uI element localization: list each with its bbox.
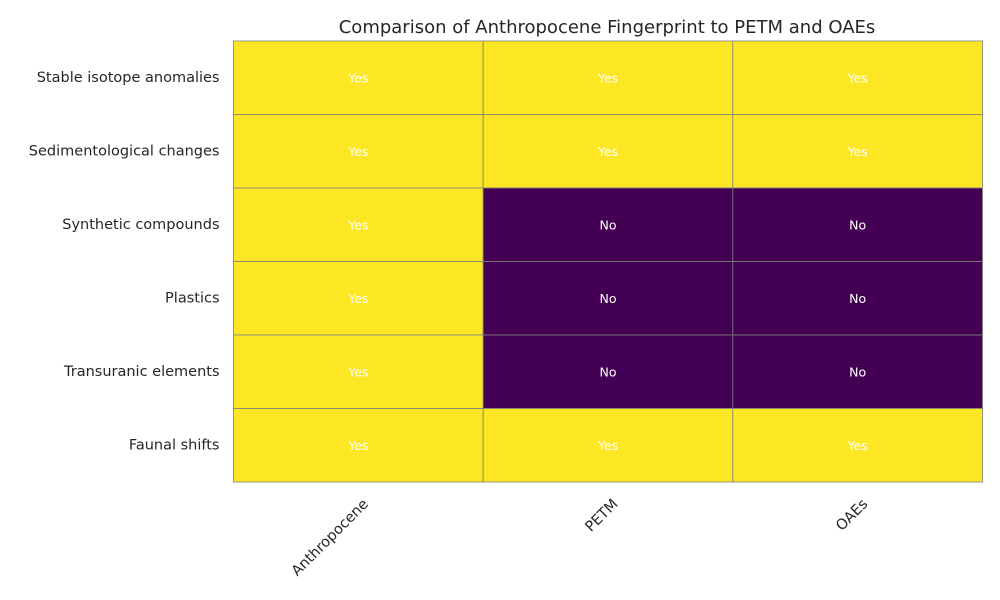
heatmap-cells xyxy=(233,40,983,483)
cell-annotation-4-2: No xyxy=(849,364,866,379)
row-label: Transuranic elements xyxy=(63,364,220,380)
y-tick-labels: Stable isotope anomalies Sedimentological… xyxy=(29,70,220,454)
cell-annotation-4-1: No xyxy=(600,364,617,379)
cell-annotation-0-2: Yes xyxy=(847,70,868,85)
heatmap-cell-3-2 xyxy=(732,261,983,336)
heatmap-cell-4-1 xyxy=(482,334,734,409)
cell-annotation-2-0: Yes xyxy=(347,217,368,232)
cell-annotation-1-2: Yes xyxy=(847,144,868,159)
column-label: PETM xyxy=(583,496,622,535)
cell-annotation-3-1: No xyxy=(600,291,617,306)
heatmap-cell-1-1 xyxy=(482,114,734,189)
cell-annotation-5-2: Yes xyxy=(847,438,868,453)
heatmap-cell-0-2 xyxy=(732,40,983,115)
heatmap-cell-5-2 xyxy=(732,408,983,483)
row-label: Sedimentological changes xyxy=(29,143,220,159)
cell-annotation-3-0: Yes xyxy=(347,291,368,306)
cell-annotation-2-2: No xyxy=(849,217,866,232)
chart-title: Comparison of Anthropocene Fingerprint t… xyxy=(339,17,876,38)
row-label: Plastics xyxy=(165,290,219,306)
cell-annotation-2-1: No xyxy=(600,217,617,232)
heatmap-cell-0-0 xyxy=(233,40,484,115)
heatmap-cell-5-1 xyxy=(482,408,734,483)
cell-annotation-0-0: Yes xyxy=(347,70,368,85)
heatmap-cell-1-0 xyxy=(233,114,484,189)
heatmap-cell-4-0 xyxy=(233,334,484,409)
heatmap-cell-2-1 xyxy=(482,187,734,262)
heatmap-cell-5-0 xyxy=(233,408,484,483)
cell-annotation-3-2: No xyxy=(849,291,866,306)
heatmap-cell-3-0 xyxy=(233,261,484,336)
row-label: Synthetic compounds xyxy=(62,217,219,233)
cell-annotation-5-1: Yes xyxy=(597,438,618,453)
cell-annotation-0-1: Yes xyxy=(597,70,618,85)
cell-annotations: Yes Yes Yes Yes Yes Yes Yes No No Yes No No Yes No No Y… xyxy=(347,70,868,453)
row-label: Faunal shifts xyxy=(129,437,220,453)
heatmap-cell-1-2 xyxy=(732,114,983,189)
heatmap-cell-4-2 xyxy=(732,334,983,409)
cell-annotation-1-1: Yes xyxy=(597,144,618,159)
column-label: Anthropocene xyxy=(289,496,372,579)
row-label: Stable isotope anomalies xyxy=(37,70,220,86)
heatmap-cell-0-1 xyxy=(482,40,734,115)
cell-annotation-5-0: Yes xyxy=(347,438,368,453)
column-label: OAEs xyxy=(833,496,871,534)
x-tick-labels: Anthropocene PETM OAEs xyxy=(289,496,871,579)
cell-annotation-4-0: Yes xyxy=(347,364,368,379)
cell-annotation-1-0: Yes xyxy=(347,144,368,159)
